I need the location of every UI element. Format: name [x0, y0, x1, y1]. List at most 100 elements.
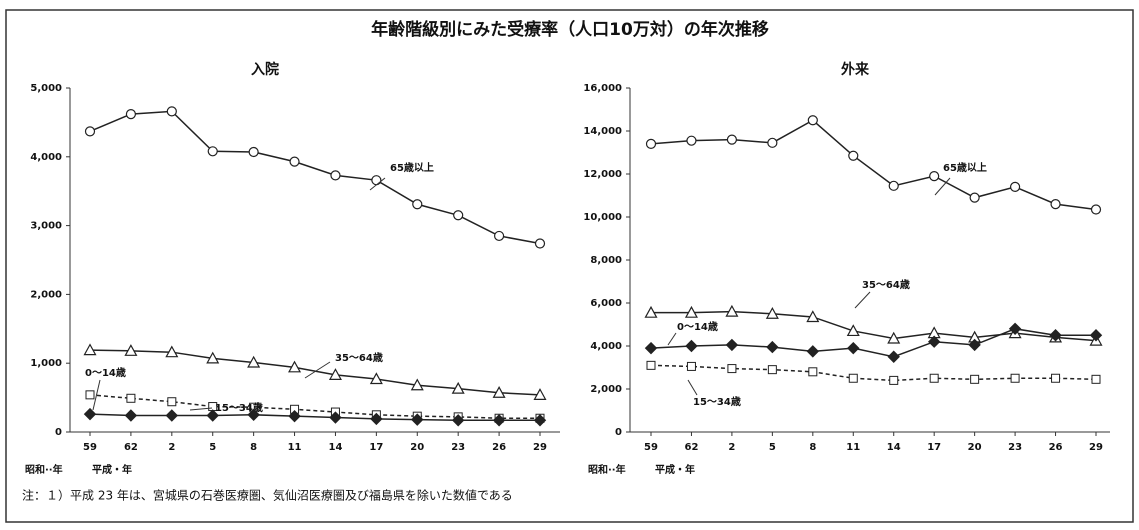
- marker: [644, 341, 658, 355]
- marker: [887, 331, 901, 344]
- marker: [492, 386, 506, 398]
- marker: [929, 171, 940, 182]
- marker: [929, 373, 939, 383]
- y-tick-label: 14,000: [583, 126, 622, 137]
- marker: [1008, 322, 1022, 336]
- marker: [1051, 373, 1061, 383]
- marker: [410, 378, 424, 391]
- marker: [126, 393, 136, 403]
- x-tick-label: 17: [369, 442, 383, 453]
- x-tick-label: 8: [809, 442, 816, 453]
- marker: [247, 408, 260, 422]
- leader-line: [189, 407, 213, 411]
- x-tick-label: 11: [846, 442, 860, 453]
- marker: [165, 409, 179, 422]
- x-tick-label: 17: [927, 442, 941, 453]
- x-tick-label: 62: [684, 442, 698, 453]
- marker: [330, 170, 341, 181]
- leader-line: [92, 379, 101, 411]
- marker: [646, 360, 656, 370]
- marker: [767, 137, 778, 148]
- x-tick-label: 62: [124, 442, 138, 453]
- marker: [726, 134, 738, 145]
- marker: [969, 192, 980, 203]
- y-tick-label: 5,000: [30, 83, 62, 94]
- y-tick-label: 3,000: [30, 221, 62, 232]
- marker: [534, 238, 546, 249]
- marker: [453, 210, 464, 221]
- y-tick-label: 2,000: [590, 384, 622, 395]
- series-label: 65歳以上: [943, 161, 987, 174]
- marker: [686, 361, 696, 371]
- marker: [411, 413, 424, 426]
- x-tick-label: 23: [1008, 442, 1022, 453]
- marker: [288, 360, 302, 373]
- x-tick-label: 59: [83, 442, 97, 453]
- marker: [686, 135, 697, 146]
- marker: [808, 367, 818, 377]
- marker: [247, 355, 261, 368]
- marker: [289, 156, 300, 167]
- marker: [806, 310, 820, 323]
- x-tick-label: 23: [451, 442, 465, 453]
- leader-line: [934, 177, 951, 196]
- x-tick-label: 8: [250, 442, 257, 453]
- series-line: [650, 364, 1097, 382]
- marker: [727, 364, 737, 374]
- marker: [493, 230, 505, 242]
- marker: [766, 340, 779, 354]
- marker: [85, 390, 95, 400]
- marker: [927, 335, 941, 348]
- marker: [1090, 204, 1102, 215]
- x-tick-label: 26: [492, 442, 506, 453]
- marker: [412, 199, 423, 210]
- series-line: [650, 119, 1097, 211]
- era-label: 平成・年: [655, 463, 695, 476]
- chart-title: 外来: [841, 61, 870, 78]
- marker: [1089, 329, 1103, 342]
- era-label: 昭和··年: [588, 463, 626, 476]
- x-tick-label: 14: [328, 442, 342, 453]
- marker: [124, 409, 138, 422]
- marker: [847, 341, 860, 355]
- marker: [685, 339, 698, 353]
- y-tick-label: 6,000: [590, 298, 622, 309]
- marker: [1050, 199, 1061, 210]
- x-tick-label: 2: [168, 442, 175, 453]
- marker: [645, 138, 657, 149]
- y-tick-label: 8,000: [590, 255, 622, 266]
- marker: [451, 381, 465, 394]
- y-tick-label: 16,000: [583, 83, 622, 94]
- series-label: 35～64歳: [335, 351, 383, 364]
- marker: [684, 305, 698, 318]
- marker: [968, 338, 981, 352]
- y-tick-label: 0: [55, 427, 62, 438]
- x-tick-label: 59: [644, 442, 658, 453]
- marker: [888, 180, 899, 191]
- marker: [533, 388, 547, 400]
- marker: [887, 350, 900, 363]
- y-tick-label: 0: [615, 427, 622, 438]
- series-label: 65歳以上: [390, 161, 434, 174]
- marker: [848, 150, 859, 161]
- x-tick-label: 20: [968, 442, 982, 453]
- marker: [1091, 374, 1101, 384]
- series-line: [89, 413, 540, 422]
- marker: [369, 372, 383, 385]
- marker: [533, 414, 547, 427]
- marker: [846, 324, 860, 337]
- marker: [207, 146, 218, 157]
- marker: [206, 409, 219, 422]
- series-label: 0～14歳: [677, 320, 718, 333]
- era-label: 昭和··年: [25, 463, 63, 476]
- marker: [206, 351, 220, 364]
- marker: [83, 407, 97, 421]
- marker: [1009, 181, 1021, 192]
- x-tick-label: 5: [209, 442, 216, 453]
- leader-line: [369, 177, 386, 191]
- series-label: 15～34歳: [215, 401, 263, 414]
- marker: [765, 307, 779, 319]
- x-tick-label: 29: [1089, 442, 1103, 453]
- marker: [84, 126, 96, 137]
- page-title: 年齢階級別にみた受療率（人口10万対）の年次推移: [371, 19, 769, 40]
